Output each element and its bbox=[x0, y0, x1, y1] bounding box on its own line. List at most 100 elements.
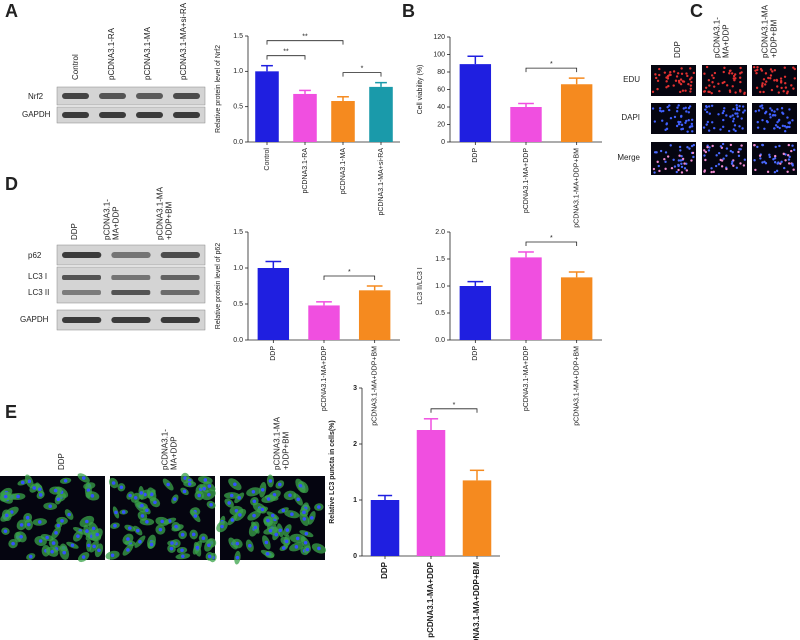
error-bar bbox=[265, 260, 282, 268]
nucleus bbox=[235, 555, 240, 560]
nucleus bbox=[675, 75, 679, 78]
nucleus bbox=[731, 151, 734, 154]
nucleus bbox=[27, 479, 32, 484]
nucleus bbox=[667, 108, 671, 112]
nucleus bbox=[680, 128, 683, 131]
nucleus bbox=[317, 505, 321, 509]
nucleus bbox=[739, 162, 742, 165]
nucleus bbox=[743, 158, 747, 161]
blot-band bbox=[62, 275, 101, 280]
significance-label: * bbox=[361, 66, 364, 73]
nucleus bbox=[680, 114, 683, 118]
significance-bracket bbox=[266, 40, 344, 45]
nucleus bbox=[793, 77, 796, 80]
nucleus bbox=[707, 105, 711, 108]
nucleus bbox=[743, 92, 746, 96]
nucleus bbox=[764, 72, 768, 75]
blot-band bbox=[173, 93, 200, 99]
nucleus bbox=[285, 528, 290, 532]
nucleus bbox=[220, 524, 224, 529]
nucleus bbox=[733, 124, 737, 127]
nucleus bbox=[793, 67, 796, 71]
nucleus bbox=[680, 72, 684, 75]
nucleus bbox=[723, 80, 726, 84]
nucleus bbox=[290, 512, 294, 517]
nucleus bbox=[16, 494, 20, 499]
nucleus bbox=[739, 66, 742, 70]
nucleus bbox=[792, 168, 795, 171]
nucleus bbox=[673, 165, 677, 168]
nucleus bbox=[787, 158, 791, 161]
nucleus bbox=[783, 166, 786, 170]
nucleus bbox=[762, 78, 766, 81]
y-tick-label: 0.5 bbox=[435, 310, 445, 317]
nucleus bbox=[679, 149, 682, 152]
blot-band bbox=[62, 317, 102, 323]
nucleus bbox=[731, 85, 734, 88]
nucleus bbox=[738, 125, 741, 128]
error-bar bbox=[469, 469, 485, 481]
nucleus bbox=[774, 145, 777, 149]
nucleus bbox=[732, 77, 735, 80]
nucleus bbox=[779, 77, 783, 80]
nucleus bbox=[659, 149, 663, 153]
nucleus bbox=[682, 107, 685, 110]
nucleus bbox=[277, 482, 282, 487]
nucleus bbox=[725, 167, 728, 171]
nucleus bbox=[769, 77, 772, 80]
nucleus bbox=[725, 84, 729, 87]
nucleus bbox=[741, 127, 744, 130]
nucleus bbox=[754, 110, 757, 113]
nucleus bbox=[81, 555, 86, 559]
nucleus bbox=[710, 74, 714, 77]
x-tick-label: Control bbox=[264, 148, 271, 171]
nucleus bbox=[207, 484, 212, 488]
nucleus bbox=[203, 478, 208, 482]
nucleus bbox=[658, 73, 661, 77]
nucleus bbox=[790, 149, 793, 153]
nucleus bbox=[739, 80, 742, 84]
significance-label: * bbox=[550, 235, 553, 242]
nucleus bbox=[684, 89, 687, 92]
nucleus bbox=[145, 508, 149, 513]
nucleus bbox=[288, 493, 292, 498]
error-bar bbox=[467, 55, 484, 65]
nucleus bbox=[707, 129, 711, 132]
nucleus bbox=[672, 70, 676, 73]
error-bar bbox=[568, 271, 585, 278]
x-tick-label: pCDNA3.1-MA+DDP bbox=[426, 561, 435, 637]
nucleus bbox=[678, 145, 682, 149]
nucleus bbox=[710, 170, 713, 174]
nucleus bbox=[725, 114, 728, 117]
nucleus bbox=[788, 125, 791, 129]
nucleus bbox=[703, 90, 707, 93]
nucleus bbox=[679, 120, 682, 124]
nucleus bbox=[737, 150, 740, 154]
nucleus bbox=[742, 111, 745, 114]
nucleus bbox=[304, 531, 309, 536]
nucleus bbox=[783, 124, 787, 128]
nucleus bbox=[735, 166, 739, 169]
significance-bracket bbox=[323, 275, 376, 280]
nucleus bbox=[758, 154, 762, 157]
nucleus bbox=[742, 164, 746, 167]
nucleus bbox=[681, 89, 685, 92]
y-tick-label: 80 bbox=[437, 69, 445, 76]
nucleus bbox=[778, 126, 781, 130]
error-bar bbox=[518, 251, 534, 258]
y-tick-label: 0.5 bbox=[233, 104, 243, 111]
nucleus bbox=[281, 508, 286, 513]
error-bar bbox=[316, 301, 332, 306]
nucleus bbox=[679, 159, 683, 162]
nucleus bbox=[195, 545, 200, 550]
nucleus bbox=[38, 493, 43, 497]
micrograph bbox=[651, 142, 696, 175]
nucleus bbox=[759, 105, 762, 108]
nucleus bbox=[252, 499, 257, 504]
x-tick-label: DDP bbox=[380, 561, 389, 579]
nucleus bbox=[719, 128, 722, 131]
nucleus bbox=[121, 510, 126, 514]
nucleus bbox=[656, 160, 659, 164]
nucleus bbox=[722, 70, 725, 74]
nucleus bbox=[704, 86, 708, 89]
